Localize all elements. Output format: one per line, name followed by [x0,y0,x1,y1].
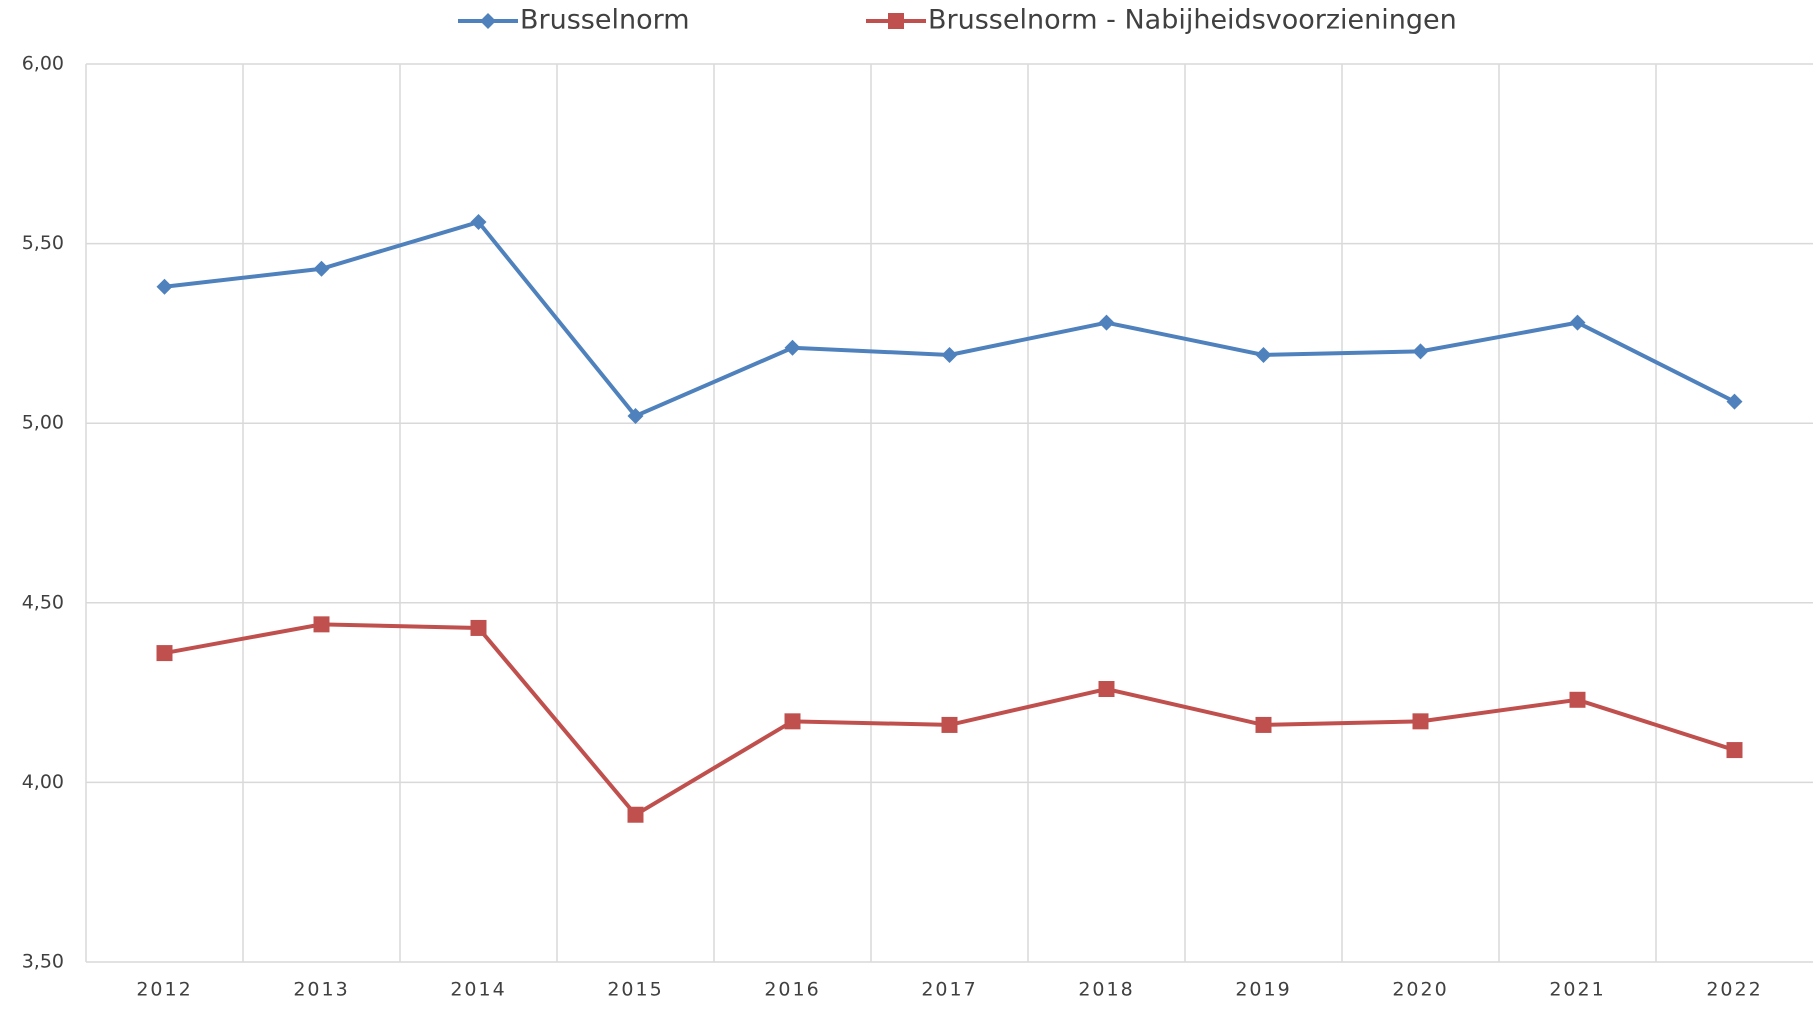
legend-marker [888,13,904,29]
point [941,346,958,363]
point [1098,314,1115,331]
y-tick-label: 3,50 [22,951,64,973]
point [156,645,173,662]
point [784,713,801,730]
point [1569,691,1586,708]
point [1255,346,1272,363]
legend-label: Brusselnorm [520,5,690,36]
point [1726,742,1743,759]
y-tick-label: 4,50 [22,591,64,613]
point [470,619,487,636]
y-tick-label: 4,00 [22,771,64,793]
point [470,214,487,231]
legend-marker [480,13,496,29]
point [1098,681,1115,698]
point [1412,713,1429,730]
point [156,278,173,295]
y-tick-label: 5,00 [22,412,64,434]
x-tick-label: 2019 [1235,979,1291,1001]
x-tick-label: 2016 [764,979,820,1001]
x-tick-label: 2018 [1078,979,1134,1001]
x-tick-label: 2012 [136,979,192,1001]
point [1412,343,1429,360]
x-tick-label: 2022 [1706,979,1762,1001]
point [627,806,644,823]
x-tick-label: 2017 [921,979,977,1001]
y-tick-label: 6,00 [22,53,64,75]
point [313,260,330,277]
x-tick-label: 2020 [1392,979,1448,1001]
x-tick-label: 2015 [607,979,663,1001]
point [784,339,801,356]
point [1569,314,1586,331]
point [1255,716,1272,733]
point [1726,393,1743,410]
x-tick-label: 2013 [293,979,349,1001]
y-tick-label: 5,50 [22,232,64,254]
x-tick-label: 2021 [1549,979,1605,1001]
point [313,616,330,633]
x-tick-label: 2014 [450,979,506,1001]
legend-label: Brusselnorm - Nabijheidsvoorzieningen [928,5,1457,36]
point [941,716,958,733]
point [627,408,644,425]
